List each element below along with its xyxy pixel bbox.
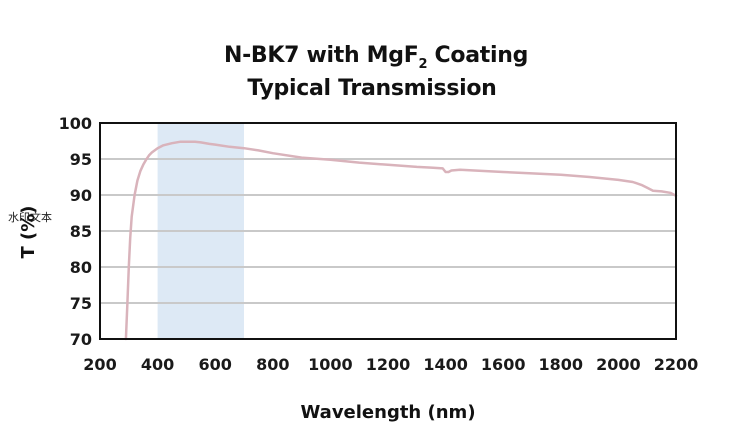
x-axis-label: Wavelength (nm) bbox=[300, 402, 475, 423]
y-tick-label-100: 100 bbox=[59, 114, 92, 133]
plot-area bbox=[99, 122, 678, 341]
x-tick-label-600: 600 bbox=[198, 355, 231, 374]
x-tick-label-1400: 1400 bbox=[423, 355, 468, 374]
x-tick-labels: 200 400 600 800 1000 1200 1400 1600 1800 2000 2200 bbox=[83, 355, 698, 374]
y-tick-label-80: 80 bbox=[70, 258, 92, 277]
chart-title-line-2: Typical Transmission bbox=[247, 76, 496, 101]
x-tick-label-1800: 1800 bbox=[539, 355, 584, 374]
title-subscript: 2 bbox=[418, 57, 427, 72]
title-suffix: Coating bbox=[427, 43, 528, 68]
x-tick-label-1600: 1600 bbox=[481, 355, 526, 374]
y-tick-label-70: 70 bbox=[70, 330, 92, 349]
watermark-text: 水印文本 bbox=[8, 210, 52, 224]
y-tick-label-85: 85 bbox=[70, 222, 92, 241]
x-tick-label-2000: 2000 bbox=[596, 355, 641, 374]
series-line-0 bbox=[124, 140, 678, 341]
plot-frame bbox=[99, 122, 677, 340]
x-tick-label-2200: 2200 bbox=[654, 355, 699, 374]
x-tick-label-1000: 1000 bbox=[308, 355, 353, 374]
chart-title-line-1: N-BK7 with MgF2 Coating bbox=[224, 43, 528, 72]
x-tick-label-400: 400 bbox=[141, 355, 174, 374]
y-axis-label: T (%) bbox=[18, 205, 39, 258]
x-tick-label-800: 800 bbox=[256, 355, 289, 374]
x-tick-label-1200: 1200 bbox=[366, 355, 411, 374]
y-tick-label-75: 75 bbox=[70, 294, 92, 313]
y-tick-label-95: 95 bbox=[70, 150, 92, 169]
y-tick-label-90: 90 bbox=[70, 186, 92, 205]
title-prefix: N-BK7 with MgF bbox=[224, 43, 419, 68]
y-tick-labels: 70 75 80 85 90 95 100 bbox=[59, 114, 92, 349]
x-tick-label-200: 200 bbox=[83, 355, 116, 374]
